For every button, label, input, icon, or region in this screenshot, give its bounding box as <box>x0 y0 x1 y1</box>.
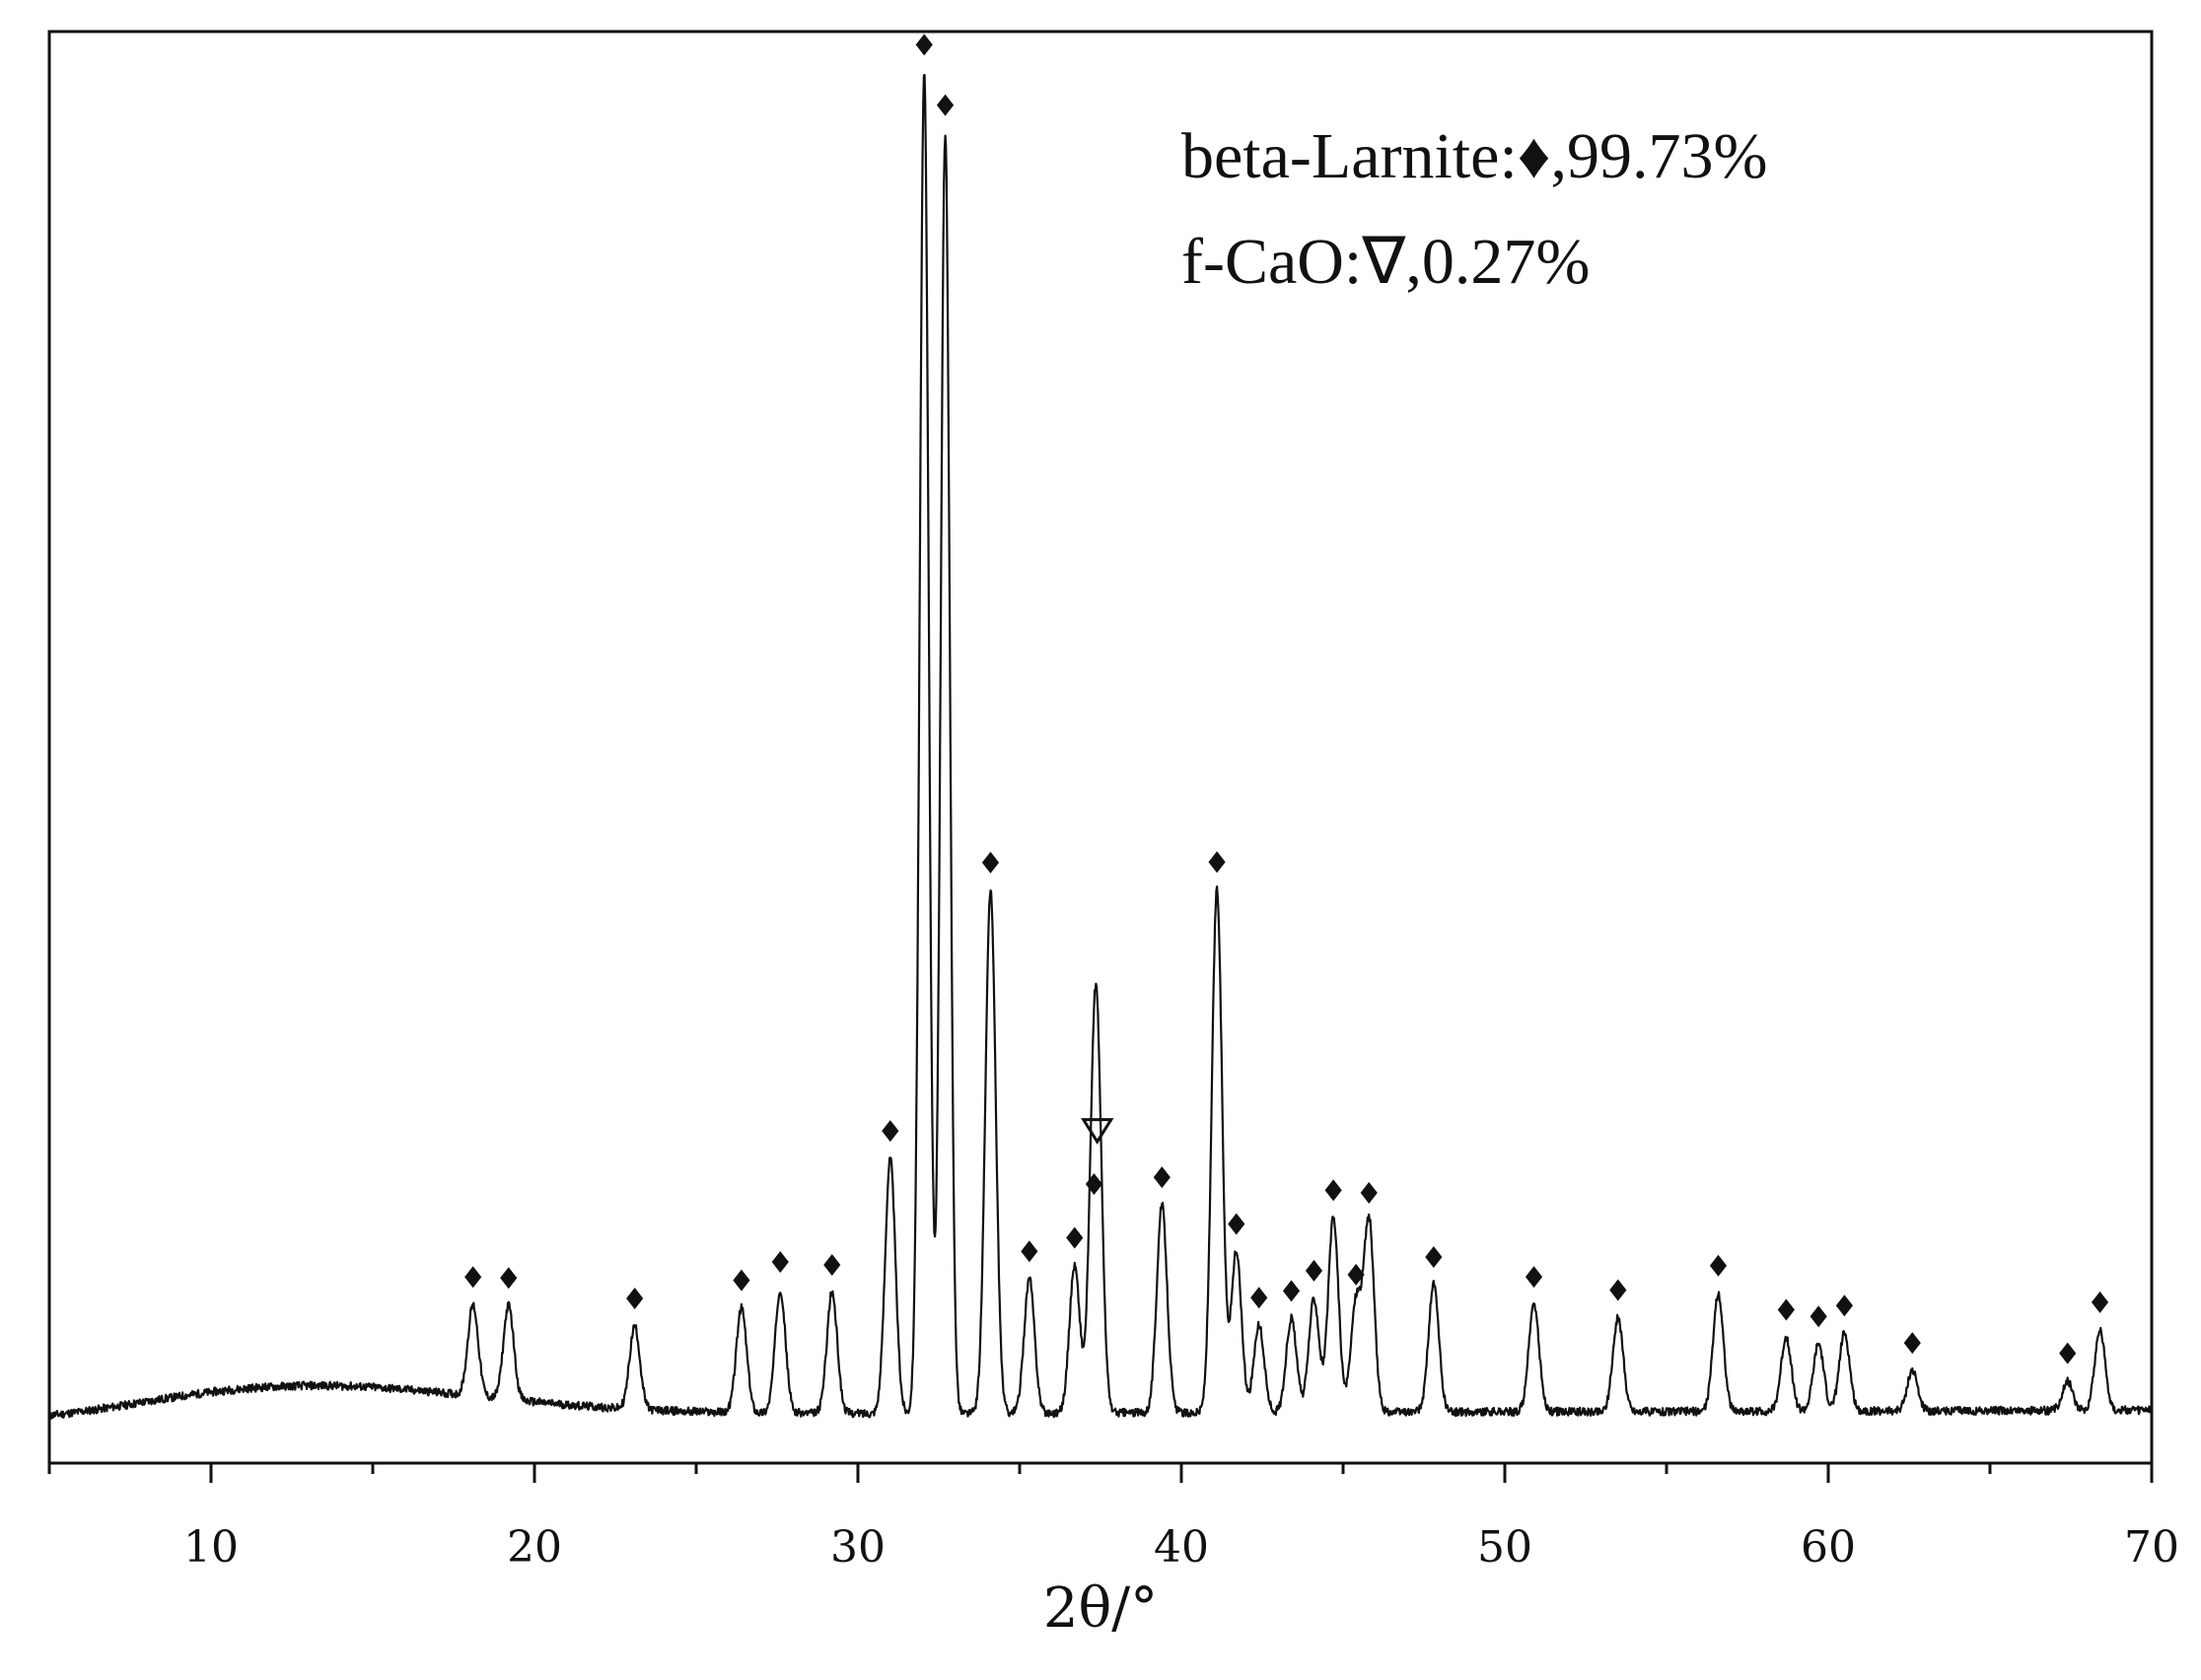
larnite-peak-marker <box>1208 851 1226 874</box>
legend-entry-cao: f-CaO:∇,0.27% <box>1181 226 1590 298</box>
larnite-peak-marker <box>1066 1226 1084 1249</box>
larnite-peak-marker <box>1903 1332 1921 1355</box>
larnite-peak-marker <box>626 1288 644 1310</box>
x-tick-label: 60 <box>1801 1522 1856 1573</box>
larnite-peak-marker <box>771 1251 789 1274</box>
larnite-peak-marker <box>1425 1245 1443 1268</box>
x-tick-label: 40 <box>1154 1522 1209 1573</box>
larnite-peak-marker <box>1810 1305 1827 1328</box>
larnite-peak-marker <box>936 94 955 116</box>
x-tick-label: 70 <box>2124 1522 2179 1573</box>
legend-entry-larnite: beta-Larnite:♦,99.73% <box>1181 120 1767 192</box>
x-tick-label: 20 <box>507 1522 562 1573</box>
legend: beta-Larnite:♦,99.73% f-CaO:∇,0.27% <box>1181 120 1767 298</box>
larnite-peak-marker <box>1228 1213 1245 1235</box>
larnite-peak-marker <box>1347 1263 1365 1286</box>
larnite-peak-marker <box>1305 1259 1323 1282</box>
larnite-peak-marker <box>1085 1173 1103 1196</box>
larnite-peak-marker <box>981 851 1000 874</box>
x-axis-tick-labels: 10 20 30 40 50 60 70 <box>183 1522 2179 1573</box>
larnite-peak-marker <box>1324 1179 1342 1202</box>
larnite-peak-marker <box>915 34 933 56</box>
x-tick-label: 10 <box>183 1522 239 1573</box>
larnite-peak-marker <box>1153 1166 1171 1189</box>
larnite-peak-marker <box>500 1267 518 1290</box>
larnite-peak-marker <box>733 1269 750 1292</box>
larnite-peak-marker <box>1709 1254 1728 1277</box>
larnite-peak-marker <box>464 1266 482 1289</box>
x-tick-label: 50 <box>1477 1522 1532 1573</box>
peak-markers <box>464 34 2109 1365</box>
larnite-peak-marker <box>1021 1240 1038 1263</box>
larnite-peak-marker <box>1777 1298 1795 1321</box>
larnite-peak-marker <box>1835 1295 1853 1317</box>
x-axis-ticks <box>47 1463 2154 1483</box>
larnite-peak-marker <box>2059 1342 2077 1365</box>
larnite-peak-marker <box>2091 1291 2109 1313</box>
plot-frame <box>47 30 2154 1465</box>
larnite-peak-marker <box>1250 1287 1268 1309</box>
larnite-peak-marker <box>1525 1266 1543 1289</box>
larnite-peak-marker <box>1360 1181 1378 1204</box>
x-tick-label: 30 <box>830 1522 886 1573</box>
larnite-peak-marker <box>882 1120 899 1143</box>
larnite-peak-marker <box>1609 1279 1627 1301</box>
larnite-peak-marker <box>1282 1280 1301 1302</box>
x-axis-label: 2θ/° <box>1043 1576 1158 1641</box>
cao-peak-marker <box>1081 1118 1114 1145</box>
larnite-peak-marker <box>823 1254 841 1277</box>
